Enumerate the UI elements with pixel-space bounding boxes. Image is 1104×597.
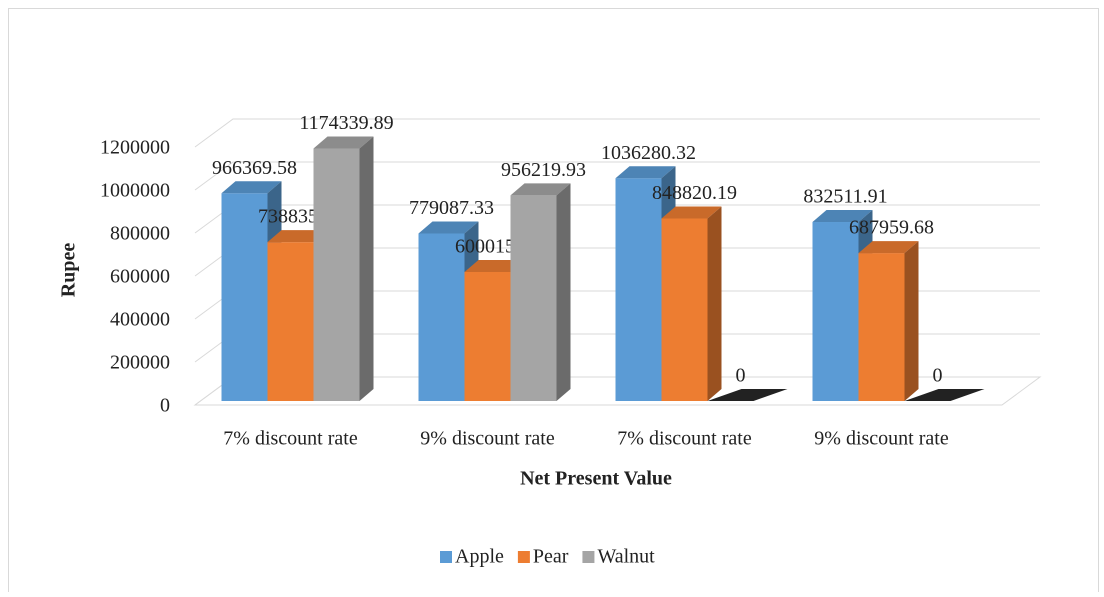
- bar: [464, 271, 511, 401]
- data-label: 0: [736, 365, 746, 387]
- floor: [193, 376, 1042, 406]
- data-label: 832511.91: [803, 186, 887, 208]
- x-tick-label: 7% discount rate: [617, 428, 752, 450]
- x-tick-label: 9% discount rate: [420, 428, 555, 450]
- bar-side: [707, 206, 722, 401]
- x-tick-label: 7% discount rate: [223, 428, 358, 450]
- data-label: 966369.58: [212, 157, 297, 179]
- bar-top: [221, 181, 282, 194]
- y-tick-label: 0: [160, 395, 170, 417]
- bar: [812, 222, 859, 401]
- bar: [418, 233, 465, 401]
- data-label: 0: [933, 365, 943, 387]
- legend-label: Pear: [533, 546, 569, 568]
- y-tick-label: 600000: [110, 266, 170, 288]
- grid-line: [194, 161, 1040, 191]
- bar-top: [464, 259, 525, 272]
- bar: [267, 242, 314, 401]
- data-label: 1036280.32: [601, 142, 696, 164]
- legend-label: Walnut: [597, 546, 655, 568]
- bar-top: [418, 221, 479, 234]
- bar: [510, 195, 557, 401]
- bar: [313, 148, 360, 401]
- x-axis-label: Net Present Value: [520, 468, 672, 490]
- y-tick-label: 400000: [110, 309, 170, 331]
- data-label: 779087.33: [409, 197, 494, 219]
- y-tick-label: 800000: [110, 223, 170, 245]
- data-label: 1174339.89: [299, 112, 393, 134]
- bar: [858, 253, 905, 401]
- bar-top: [267, 230, 328, 243]
- bar-top: [812, 210, 873, 223]
- bar: [661, 218, 708, 401]
- bar: [221, 193, 268, 401]
- data-label: 687959.68: [849, 217, 934, 239]
- grid-line: [194, 118, 1040, 148]
- legend-swatch: [582, 551, 595, 563]
- legend-swatch: [440, 551, 452, 563]
- bar-top: [313, 136, 374, 149]
- bar-side: [359, 136, 374, 402]
- data-label: 848820.19: [652, 182, 737, 204]
- bar-top: [615, 166, 676, 179]
- data-label: 956219.93: [501, 159, 586, 181]
- bar-side: [556, 183, 571, 401]
- y-tick-label: 1000000: [100, 180, 170, 202]
- y-tick-label: 1200000: [100, 137, 170, 159]
- bar-side: [904, 241, 919, 401]
- legend-swatch: [517, 551, 530, 563]
- y-tick-label: 200000: [110, 352, 170, 374]
- bar-top: [510, 183, 571, 196]
- bar: [615, 178, 662, 401]
- bar: [904, 389, 985, 401]
- x-tick-label: 9% discount rate: [814, 428, 949, 450]
- bar-top: [661, 206, 722, 219]
- y-axis-label: Rupee: [58, 243, 80, 298]
- bar-top: [858, 241, 919, 254]
- bar: [707, 389, 788, 401]
- legend-label: Apple: [455, 546, 504, 568]
